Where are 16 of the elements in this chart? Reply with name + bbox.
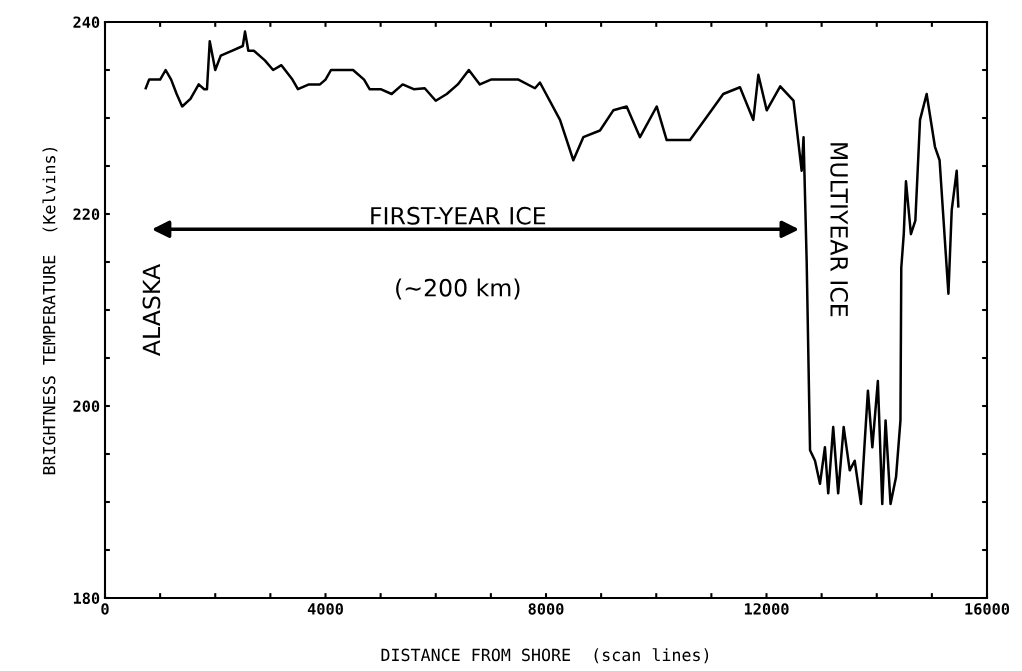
x-tick-label: 0: [101, 603, 109, 615]
x-axis-title: DISTANCE FROM SHORE (scan lines): [381, 648, 709, 664]
annotation: (~200 km): [396, 278, 520, 300]
annotation: MULTIYEAR ICE: [830, 143, 849, 317]
y-tick-label: 200: [73, 400, 100, 413]
annotation: ALASKA: [142, 264, 161, 356]
x-tick-label: 12000: [744, 603, 789, 615]
y-tick-label: 180: [73, 592, 100, 605]
x-tick-label: 8000: [528, 603, 564, 615]
y-axis-title: BRIGHTNESS TEMPERATURE (Kelvins): [42, 147, 58, 475]
annotation: FIRST-YEAR ICE: [371, 206, 546, 225]
y-tick-label: 220: [73, 208, 100, 221]
y-tick-label: 240: [73, 16, 100, 29]
line-series: [144, 30, 960, 506]
x-tick-label: 4000: [307, 603, 343, 615]
x-tick-label: 16000: [965, 603, 1010, 615]
